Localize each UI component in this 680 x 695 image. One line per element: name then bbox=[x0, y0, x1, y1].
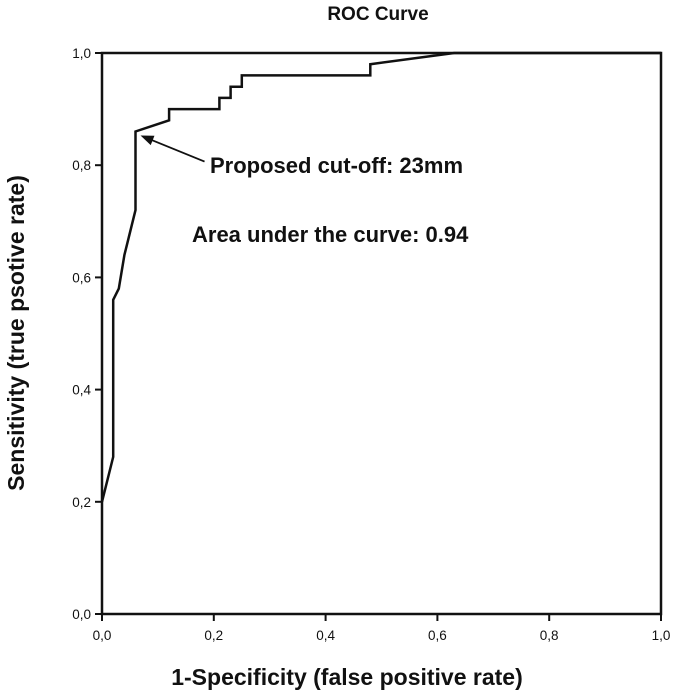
x-tick-label: 0,4 bbox=[316, 628, 335, 643]
y-axis-ticks: 0,0 0,2 0,4 0,6 0,8 1,0 bbox=[72, 46, 102, 622]
x-tick-label: 0,0 bbox=[93, 628, 112, 643]
roc-curve-line bbox=[100, 51, 661, 503]
plot-frame bbox=[100, 51, 663, 616]
cutoff-arrow-head bbox=[140, 135, 155, 146]
y-tick-label: 1,0 bbox=[72, 46, 91, 61]
y-tick-label: 0,2 bbox=[72, 495, 91, 510]
x-tick-label: 0,8 bbox=[540, 628, 559, 643]
x-axis-ticks: 0,0 0,2 0,4 0,6 0,8 1,0 bbox=[93, 614, 671, 643]
x-tick-label: 0,6 bbox=[428, 628, 447, 643]
cutoff-annotation: Proposed cut-off: 23mm bbox=[210, 153, 463, 178]
y-tick-label: 0,0 bbox=[72, 607, 91, 622]
chart-title: ROC Curve bbox=[327, 4, 428, 25]
y-axis-title: Sensitivity (true psotive rate) bbox=[3, 175, 29, 491]
auc-annotation: Area under the curve: 0.94 bbox=[192, 222, 469, 247]
x-tick-label: 1,0 bbox=[652, 628, 671, 643]
y-tick-label: 0,8 bbox=[72, 158, 91, 173]
cutoff-arrow bbox=[150, 138, 205, 163]
x-axis-title: 1-Specificity (false positive rate) bbox=[171, 664, 523, 690]
y-tick-label: 0,6 bbox=[72, 270, 91, 285]
y-tick-label: 0,4 bbox=[72, 383, 91, 398]
x-tick-label: 0,2 bbox=[204, 628, 223, 643]
